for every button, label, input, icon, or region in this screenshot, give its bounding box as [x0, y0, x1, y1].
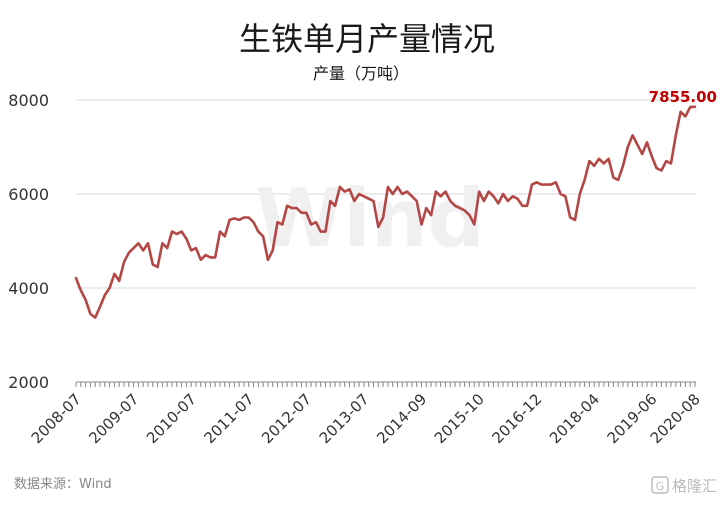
y-axis-ticks: 2000 4000 6000 8000: [8, 91, 49, 392]
x-tick-label: 2009-07: [85, 390, 142, 447]
chart-subtitle: 产量（万吨）: [313, 64, 409, 83]
y-tick-label: 8000: [8, 91, 49, 110]
x-tick-label: 2011-07: [201, 390, 258, 447]
x-tick-label: 2018-04: [546, 390, 603, 447]
brand-name: 格隆汇: [672, 477, 717, 495]
x-tick-label: 2016-12: [488, 390, 545, 447]
watermark: Wind: [255, 172, 485, 265]
x-tick-label: 2012-07: [258, 390, 315, 447]
y-tick-label: 2000: [8, 373, 49, 392]
series-group: [74, 105, 697, 319]
annotation-group: 7855.00: [649, 88, 717, 106]
x-axis: 2008-07 2009-07 2010-07 2011-07 2012-07 2013-…: [28, 381, 704, 447]
svg-text:G: G: [656, 480, 665, 493]
x-tick-label: 2010-07: [143, 390, 200, 447]
x-tick-label: 2013-07: [316, 390, 373, 447]
series-line: [74, 105, 697, 319]
chart-title: 生铁单月产量情况: [239, 20, 495, 58]
brand-logo: G 格隆汇: [651, 476, 717, 495]
source-note: 数据来源：Wind: [14, 477, 112, 492]
last-value-label: 7855.00: [649, 88, 717, 106]
x-tick-label: 2008-07: [28, 390, 85, 447]
y-tick-label: 4000: [8, 279, 49, 298]
x-tick-label: 2014-09: [373, 390, 430, 447]
x-tick-label: 2015-10: [431, 390, 488, 447]
y-tick-label: 6000: [8, 185, 49, 204]
